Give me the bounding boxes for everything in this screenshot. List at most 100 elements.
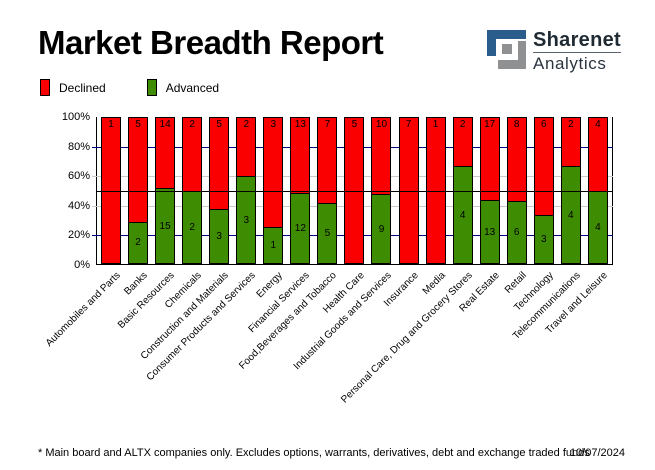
declined-count-label: 2 xyxy=(243,119,250,130)
y-axis-tick-label: 40% xyxy=(67,199,90,212)
advanced-segment: 4 xyxy=(588,190,607,263)
advanced-segment: 2 xyxy=(129,221,148,263)
declined-count-label: 2 xyxy=(189,119,195,130)
declined-count-label: 7 xyxy=(405,119,412,130)
declined-segment: 2 xyxy=(237,118,256,176)
stacked-bar: 1 xyxy=(101,117,121,264)
stacked-bar: 10 9 xyxy=(371,117,392,264)
declined-segment: 7 xyxy=(399,118,418,263)
declined-segment: 2 xyxy=(453,118,472,167)
advanced-count-label: 4 xyxy=(459,209,466,221)
bars-container: 1 5 2 14 15 2 2 5 3 2 3 3 1 13 12 7 5 5 10 9 7 1 2 4 17 13 8 6 6 3 2 4 4… xyxy=(97,117,612,264)
logo-wordmark: Sharenet Analytics xyxy=(533,29,621,73)
logo-line-2: Analytics xyxy=(533,54,607,73)
advanced-count-label: 2 xyxy=(189,221,195,233)
declined-segment: 10 xyxy=(372,118,391,195)
advanced-segment: 4 xyxy=(561,166,580,263)
advanced-count-label: 2 xyxy=(135,237,141,249)
stacked-bar: 1 xyxy=(425,117,446,264)
stacked-bar: 17 13 xyxy=(479,117,500,264)
advanced-segment: 9 xyxy=(372,194,391,263)
declined-segment: 3 xyxy=(264,118,283,227)
advanced-count-label: 12 xyxy=(294,223,306,235)
advanced-count-label: 3 xyxy=(540,233,547,245)
declined-segment: 14 xyxy=(156,118,175,188)
advanced-segment: 15 xyxy=(156,188,175,263)
sharenet-logo: Sharenet Analytics xyxy=(486,29,621,73)
declined-segment: 4 xyxy=(588,118,607,191)
y-axis-tick-label: 60% xyxy=(67,170,90,183)
advanced-segment: 5 xyxy=(318,202,337,263)
advanced-legend-swatch xyxy=(146,79,157,96)
advanced-count-label: 6 xyxy=(513,226,520,238)
advanced-count-label: 4 xyxy=(595,221,601,233)
declined-count-label: 13 xyxy=(294,119,306,130)
declined-segment: 6 xyxy=(534,118,553,215)
declined-count-label: 1 xyxy=(432,119,439,130)
advanced-legend-label: Advanced xyxy=(165,80,220,95)
y-axis-tick-label: 100% xyxy=(61,111,90,123)
footer-note: * Main board and ALTX companies only. Ex… xyxy=(38,447,590,459)
advanced-count-label: 3 xyxy=(243,214,250,226)
declined-segment: 17 xyxy=(480,118,499,201)
declined-segment: 7 xyxy=(318,118,337,203)
advanced-count-label: 1 xyxy=(270,239,277,251)
declined-legend-label: Declined xyxy=(59,80,106,95)
advanced-count-label: 9 xyxy=(378,223,385,235)
page-title: Market Breadth Report xyxy=(38,24,384,61)
declined-segment: 5 xyxy=(210,118,229,209)
chart-legend: Declined Advanced xyxy=(40,79,219,96)
advanced-segment: 12 xyxy=(291,193,310,263)
declined-count-label: 5 xyxy=(135,119,141,130)
declined-count-label: 5 xyxy=(216,119,222,130)
advanced-count-label: 5 xyxy=(324,227,331,239)
sharenet-logo-icon xyxy=(487,30,526,69)
declined-count-label: 10 xyxy=(375,119,388,130)
declined-count-label: 2 xyxy=(568,119,574,130)
stacked-bar: 7 xyxy=(398,117,419,264)
advanced-count-label: 4 xyxy=(568,209,574,221)
declined-count-label: 14 xyxy=(159,119,171,130)
declined-segment: 5 xyxy=(345,118,364,263)
logo-line-1: Sharenet xyxy=(533,29,621,51)
stacked-bar: 5 xyxy=(344,117,365,264)
advanced-count-label: 13 xyxy=(484,226,496,238)
advanced-segment: 4 xyxy=(453,166,472,263)
advanced-segment: 3 xyxy=(237,176,256,263)
declined-segment: 2 xyxy=(183,118,202,191)
logo-divider xyxy=(533,52,621,53)
declined-segment: 1 xyxy=(102,118,120,263)
advanced-segment: 6 xyxy=(507,200,526,263)
declined-count-label: 4 xyxy=(595,119,601,130)
stacked-bar: 14 15 xyxy=(155,117,176,264)
advanced-segment: 3 xyxy=(534,214,553,263)
y-axis-tick-label: 0% xyxy=(74,259,90,271)
advanced-segment: 13 xyxy=(480,200,499,263)
declined-count-label: 3 xyxy=(270,119,277,130)
declined-count-label: 1 xyxy=(108,119,114,130)
declined-segment: 2 xyxy=(561,118,580,167)
declined-count-label: 5 xyxy=(351,119,358,130)
declined-count-label: 6 xyxy=(540,119,547,130)
declined-count-label: 2 xyxy=(459,119,466,130)
y-axis-tick-label: 20% xyxy=(67,229,90,242)
advanced-count-label: 15 xyxy=(159,220,171,232)
stacked-bar: 13 12 xyxy=(290,117,311,264)
advanced-segment: 1 xyxy=(264,226,283,263)
gridline-50pct xyxy=(97,191,613,192)
declined-segment: 13 xyxy=(291,118,310,194)
declined-legend-swatch xyxy=(40,79,50,96)
declined-segment: 1 xyxy=(426,118,445,263)
declined-segment: 8 xyxy=(507,118,526,201)
